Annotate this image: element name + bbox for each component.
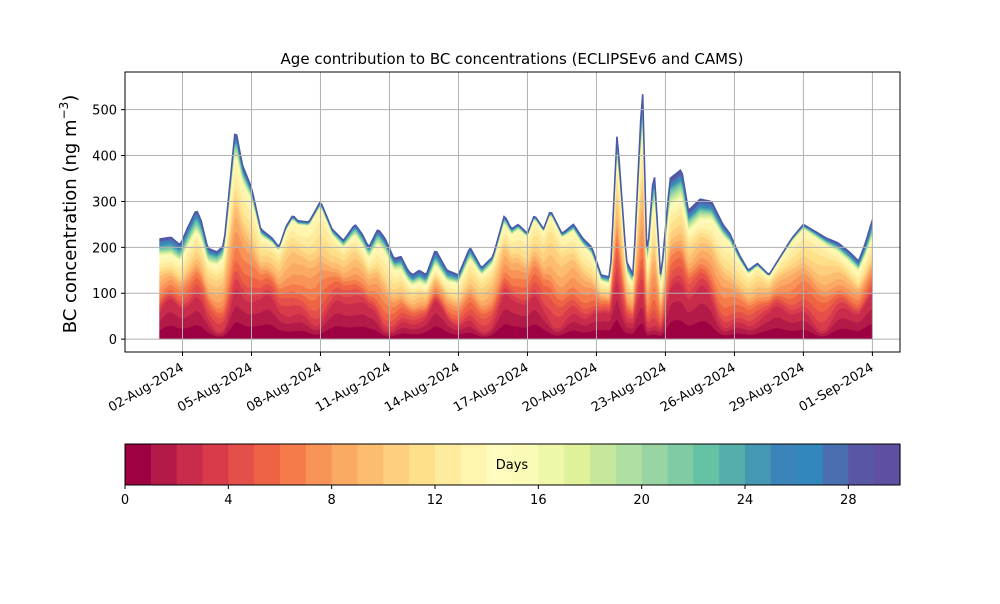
y-tick-label: 100 [92,287,117,302]
colorbar-segment [254,444,281,485]
colorbar-segment [228,444,255,485]
x-tick-label: 14-Aug-2024 [382,360,462,415]
y-axis-ticks: 0 100 200 300 400 500 [92,104,125,348]
y-axis-label-superscript: −3 [57,102,71,120]
total-line [159,94,874,278]
y-axis-label-main: BC concentration (ng m [60,119,81,333]
colorbar-segment [874,444,901,485]
stacked-area-layers [159,94,874,340]
x-tick-label: 26-Aug-2024 [658,360,738,415]
colorbar-segment [357,444,384,485]
colorbar-tick-label: 16 [530,493,547,508]
colorbar-tick-label: 4 [224,493,232,508]
x-tick-label: 05-Aug-2024 [175,360,255,415]
x-tick-label: 08-Aug-2024 [244,360,324,415]
y-axis-label-tail: ) [60,95,81,102]
x-tick-label: 02-Aug-2024 [106,360,186,415]
colorbar-segment [460,444,488,485]
colorbar-tick-label: 12 [427,493,444,508]
colorbar-segment [667,444,694,485]
chart-title: Age contribution to BC concentrations (E… [281,50,744,68]
colorbar-segment [848,444,875,485]
colorbar-segment [435,444,462,485]
x-tick-label: 11-Aug-2024 [313,360,393,415]
colorbar-segment [125,444,152,485]
colorbar-segment [796,444,824,485]
y-tick-label: 300 [92,195,117,210]
colorbar-segment [512,444,539,485]
colorbar-tick-label: 24 [737,493,754,508]
colorbar-segment [176,444,204,485]
colorbar-segment [590,444,617,485]
colorbar-segment [770,444,798,485]
x-tick-label: 29-Aug-2024 [727,360,807,415]
x-tick-label: 23-Aug-2024 [589,360,669,415]
colorbar-segment [564,444,591,485]
colorbar-segment [615,444,643,485]
colorbar-frame [124,443,901,486]
colorbar-segment [693,444,720,485]
colorbar-segment [486,444,514,485]
colorbar-segment [331,444,359,485]
y-tick-label: 200 [92,241,117,256]
gridlines [125,72,900,352]
colorbar-tick-label: 20 [633,493,650,508]
colorbar-segment [538,444,565,485]
x-axis-ticks: 02-Aug-202405-Aug-202408-Aug-202411-Aug-… [106,352,876,416]
colorbar-segment [280,444,307,485]
colorbar-label: Days [496,458,529,473]
colorbar-segment [150,444,178,485]
plot-frame [124,71,901,353]
colorbar-segment [202,444,229,485]
y-tick-label: 500 [92,104,117,119]
colorbar-segment [641,444,669,485]
colorbar-tick-label: 8 [328,493,336,508]
colorbar-segment [383,444,410,485]
colorbar-tick-label: 28 [840,493,857,508]
colorbar-ticks: 0 4 8 12 16 20 24 28 [121,485,857,508]
x-tick-label: 20-Aug-2024 [520,360,600,415]
y-axis-label: BC concentration (ng m−3) [57,95,81,334]
y-tick-label: 0 [109,333,117,348]
colorbar-tick-label: 0 [121,493,129,508]
colorbar-segment [409,444,436,485]
colorbar [124,443,901,486]
colorbar-segment [305,444,333,485]
x-tick-label: 17-Aug-2024 [451,360,531,415]
x-tick-label: 01-Sep-2024 [797,360,877,415]
colorbar-segment [719,444,746,485]
colorbar-segment [822,444,849,485]
colorbar-segment [745,444,772,485]
y-tick-label: 400 [92,150,117,165]
